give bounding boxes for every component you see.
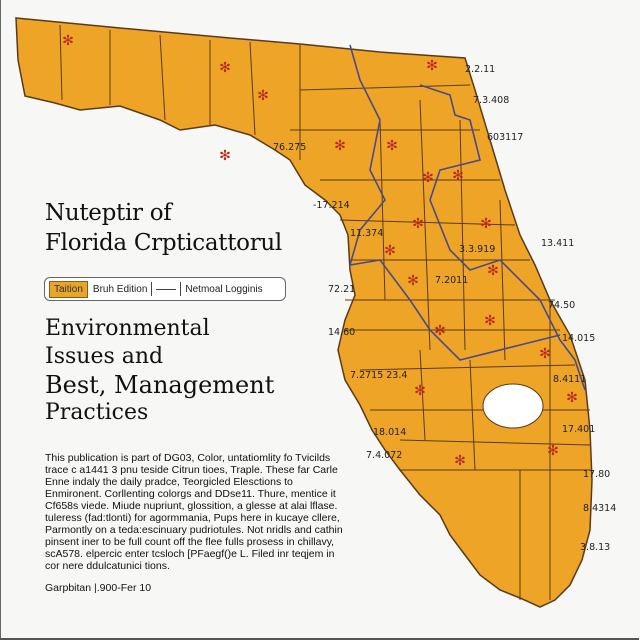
- map-label: 7.3.408: [473, 95, 509, 106]
- map-label: 17.401: [562, 424, 595, 435]
- map-symbol-icon: ✻: [539, 345, 551, 361]
- map-label: 2.2.11: [465, 64, 495, 75]
- map-symbol-icon: ✻: [484, 312, 496, 328]
- subtitle-line-3: Best, Management: [45, 371, 275, 399]
- county-border: [379, 119, 386, 301]
- subtitle-line-4: Practices: [45, 400, 149, 425]
- map-symbol-icon: ✻: [257, 87, 269, 103]
- county-border: [499, 199, 506, 361]
- county-border: [459, 119, 466, 351]
- map-label: 11.374: [350, 228, 383, 239]
- edition-tag: Taition: [49, 280, 88, 298]
- body-paragraph: This publication is part of DG03, Color,…: [45, 452, 343, 572]
- map-label: 14.60: [328, 327, 355, 338]
- county-border: [419, 99, 431, 351]
- map-label: 7.4.072: [366, 450, 402, 461]
- edition-label: Bruh Edition: [92, 283, 148, 295]
- map-label: 14.015: [562, 333, 595, 344]
- map-label: 603117: [487, 132, 523, 143]
- map-symbol-icon: ✻: [426, 57, 438, 73]
- county-border: [249, 41, 256, 136]
- county-border: [419, 349, 426, 441]
- county-border: [359, 364, 576, 371]
- county-border: [399, 439, 591, 446]
- title-line-1: Nuteptir of: [45, 200, 172, 226]
- lake-okeechobee: [482, 383, 544, 429]
- map-label: 17.80: [583, 469, 610, 480]
- map-label: 7.2011: [435, 275, 468, 286]
- map-symbol-icon: ✻: [384, 242, 396, 258]
- map-label: 13.411: [541, 238, 574, 249]
- county-border: [159, 34, 166, 121]
- map-symbol-icon: ✻: [386, 137, 398, 153]
- subtitle-line-1: Environmental: [45, 316, 210, 341]
- map-symbol-icon: ✻: [219, 59, 231, 75]
- map-symbol-icon: ✻: [480, 215, 492, 231]
- map-label: 72.21: [328, 284, 355, 295]
- map-symbol-icon: ✻: [547, 442, 559, 458]
- divider: [151, 282, 153, 296]
- divider-dash: [156, 288, 177, 290]
- county-border: [339, 219, 516, 226]
- map-symbol-icon: ✻: [219, 147, 231, 163]
- map-symbol-icon: ✻: [422, 169, 434, 185]
- map-symbols: ✻ ✻ ✻ ✻ ✻ ✻ ✻ ✻ ✻ ✻ ✻ ✻ ✻ ✻ ✻ ✻ ✻ ✻ ✻ ✻ ✻: [62, 32, 578, 468]
- map-labels: 2.2.11 7.3.408 603117 76.275 -17.214 11.374 13…: [273, 64, 616, 553]
- map-label: -17.214: [313, 200, 350, 211]
- county-border: [59, 24, 63, 101]
- map-label: 18.014: [373, 427, 406, 438]
- map-label: 76.275: [273, 142, 306, 153]
- map-symbol-icon: ✻: [487, 262, 499, 278]
- map-symbol-icon: ✻: [62, 32, 74, 48]
- county-border: [469, 359, 476, 471]
- text-column: This publication is part of DG03, Color,…: [45, 452, 350, 594]
- county-border: [299, 84, 471, 91]
- map-symbol-icon: ✻: [454, 452, 466, 468]
- florida-outline: [15, 17, 593, 608]
- edition-bar: Taition Bruh Edition Netmoal Logginis: [44, 277, 286, 301]
- title-line-2: Florida Crpticattorul: [45, 230, 282, 256]
- map-symbol-icon: ✻: [334, 137, 346, 153]
- map-symbol-icon: ✻: [452, 167, 464, 183]
- subtitle-line-2: Issues and: [45, 344, 164, 369]
- river: [348, 44, 561, 361]
- map-symbol-icon: ✻: [434, 322, 446, 338]
- footer-credit: Garpbitan |.900-Fer 10: [45, 582, 152, 594]
- divider: [180, 282, 182, 296]
- series-label: Netmoal Logginis: [185, 283, 263, 295]
- map-symbol-icon: ✻: [407, 272, 419, 288]
- map-symbol-icon: ✻: [414, 382, 426, 398]
- map-label: 3.3.919: [459, 244, 495, 255]
- map-label: 74.50: [548, 300, 575, 311]
- map-label: 8.4111: [553, 374, 586, 385]
- map-label: 7.2715 23.4: [350, 370, 407, 381]
- map-label: 8.4314: [583, 503, 616, 514]
- river: [419, 84, 586, 391]
- map-symbol-icon: ✻: [566, 389, 578, 405]
- main-title: Nuteptir of Florida Crpticattorul: [45, 198, 282, 258]
- subtitle: Environmental Issues and Best, Managemen…: [45, 315, 274, 427]
- map-label: 3.8.13: [580, 542, 610, 553]
- map-symbol-icon: ✻: [412, 215, 424, 231]
